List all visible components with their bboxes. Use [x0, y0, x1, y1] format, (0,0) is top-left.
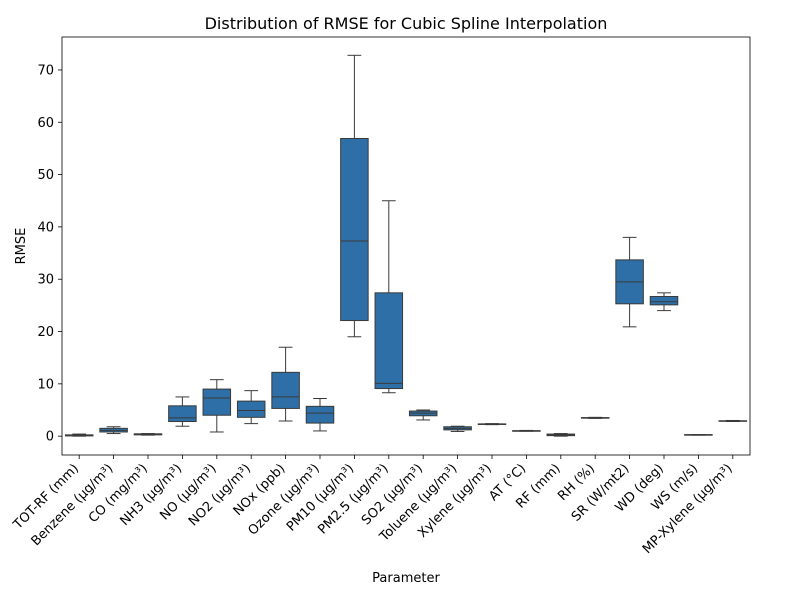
box-2	[133, 433, 163, 436]
y-tick-label: 0	[46, 430, 54, 445]
box-10	[408, 409, 438, 421]
plot-area	[64, 54, 748, 437]
box-8	[340, 54, 369, 338]
box-17	[649, 292, 679, 312]
iqr-box	[168, 405, 197, 423]
chart-title: Distribution of RMSE for Cubic Spline In…	[205, 14, 608, 33]
box-6	[271, 346, 300, 422]
box-7	[305, 397, 335, 432]
x-axis-label: Parameter	[372, 571, 440, 586]
box-14	[546, 433, 576, 437]
box-12	[477, 423, 507, 426]
box-16	[615, 236, 644, 328]
plot-frame	[61, 36, 751, 456]
y-axis-label: RMSE	[14, 228, 29, 265]
box-18	[684, 434, 713, 436]
y-tick-label: 40	[37, 220, 54, 235]
x-axis: TOT-RF (mm)Benzene (µg/m³)CO (mg/m³)NH3 …	[10, 455, 736, 557]
iqr-box	[340, 137, 369, 322]
y-tick-label: 20	[37, 325, 54, 340]
iqr-box	[374, 292, 404, 390]
box-1	[99, 426, 128, 435]
y-tick-label: 60	[37, 116, 54, 131]
box-11	[443, 425, 472, 432]
box-9	[374, 200, 404, 394]
box-15	[580, 416, 610, 419]
box-0	[64, 433, 94, 437]
y-tick-label: 70	[37, 63, 54, 78]
y-axis: 0 10 20 30 40 50 60 70	[37, 63, 62, 445]
box-19	[718, 419, 748, 423]
box-5	[236, 390, 266, 425]
iqr-box	[305, 405, 335, 424]
y-tick-label: 30	[37, 273, 54, 288]
box-4	[202, 379, 232, 433]
box-3	[168, 396, 197, 427]
box-13	[512, 429, 541, 432]
y-tick-label: 50	[37, 168, 54, 183]
iqr-box	[202, 388, 232, 416]
iqr-box	[649, 295, 679, 306]
iqr-box	[271, 371, 300, 409]
y-tick-label: 10	[37, 377, 54, 392]
iqr-box	[236, 400, 266, 418]
